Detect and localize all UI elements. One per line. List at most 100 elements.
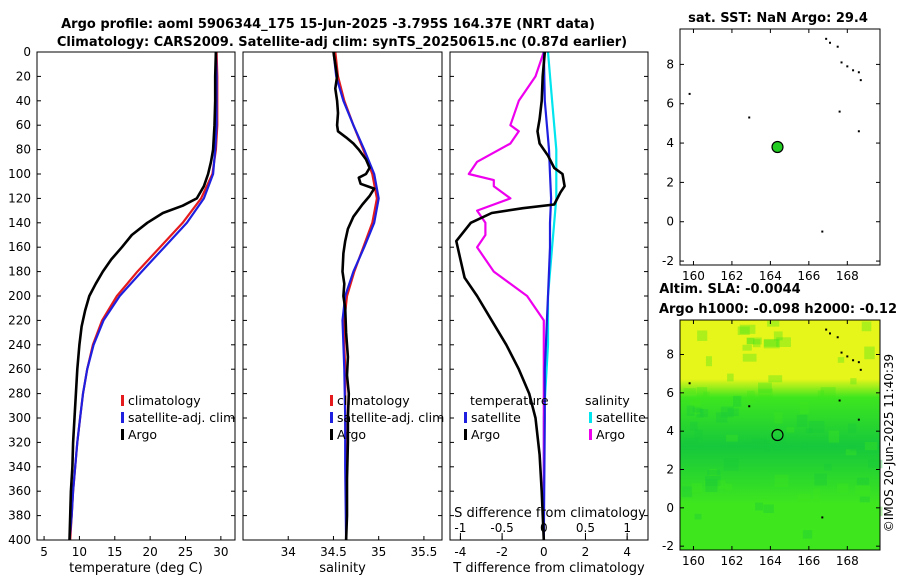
sla-land-point: [838, 399, 841, 402]
sla-texture-cell: [712, 536, 723, 544]
sal-legend-satellite-swatch: [330, 412, 333, 423]
sla-land-point: [825, 328, 828, 331]
temp-xtick-label: 5: [40, 545, 48, 559]
temp-legend-satellite-swatch: [121, 412, 124, 423]
temp-ytick-label: 40: [16, 94, 31, 108]
temp-legend-argo-swatch: [121, 429, 124, 440]
diff-s-series-s-argo: [467, 52, 545, 540]
sla-texture-cell: [755, 502, 763, 511]
sst-map-panel: sat. SST: NaN Argo: 29.4 160 162 164 166 168 -…: [662, 11, 881, 283]
sla-texture-cell: [817, 390, 825, 400]
sla-texture-cell: [813, 488, 820, 502]
sla-texture-cell: [774, 474, 789, 487]
temp-ytick-label: 260: [8, 362, 31, 376]
temp-xtick-label: 15: [107, 545, 122, 559]
sst-ytick-label: 4: [666, 136, 674, 150]
temp-xtick-label: 25: [178, 545, 193, 559]
diff-legend-s-argo-swatch: [589, 429, 592, 440]
sla-texture-cell: [696, 387, 708, 398]
sla-field: [680, 320, 880, 550]
sal-xtick-label: 34: [281, 545, 296, 559]
sla-texture-cell: [836, 483, 849, 493]
sal-legend-climatology-label: climatology: [337, 393, 410, 408]
sla-texture-cell: [747, 390, 755, 403]
sla-texture-cell: [751, 438, 767, 449]
sst-ytick-label: 8: [666, 57, 674, 71]
diff-xtick-label: 2: [582, 545, 590, 559]
sla-texture-cell: [696, 408, 704, 418]
temp-ytick-label: 120: [8, 191, 31, 205]
sst-land-point: [852, 69, 855, 72]
sla-texture-cell: [742, 344, 752, 351]
sst-argo-marker: [771, 140, 784, 154]
sla-texture-cell: [681, 486, 693, 498]
sst-ytick-label: 0: [666, 215, 674, 229]
sla-texture-cell: [702, 517, 716, 527]
temp-ytick-label: 240: [8, 338, 31, 352]
sla-land-point: [857, 418, 860, 421]
temp-ytick-label: 20: [16, 69, 31, 83]
temp-xtick-label: 20: [143, 545, 158, 559]
sal-legend-argo-label: Argo: [337, 427, 366, 442]
diff-legend-t-argo-swatch: [464, 429, 467, 440]
figure-title-line2: Climatology: CARS2009. Satellite-adj cli…: [57, 35, 627, 50]
diff-xlabel-top: S difference from climatology: [454, 506, 646, 521]
temp-ytick-label: 280: [8, 387, 31, 401]
sal-series-argo: [332, 52, 376, 540]
diff-xtick-top-label: 0.5: [576, 521, 595, 535]
temp-ytick-label: 160: [8, 240, 31, 254]
sla-texture-cell: [864, 442, 878, 451]
sla-texture-cell: [801, 441, 808, 450]
sal-series-climatology: [334, 52, 378, 540]
diff-xtick-top-label: 1: [623, 521, 631, 535]
sla-texture-cell: [799, 401, 809, 415]
sla-texture-cell: [727, 373, 734, 382]
temp-ytick-label: 300: [8, 411, 31, 425]
temp-ytick-label: 100: [8, 167, 31, 181]
diff-legend-s-argo-label: Argo: [596, 427, 625, 442]
sla-texture-cell: [726, 434, 738, 442]
diff-series-t-satellite: [542, 52, 553, 540]
sla-texture-cell: [723, 458, 739, 471]
sla-texture-cell: [720, 406, 734, 418]
sal-xtick-label: 35: [371, 545, 386, 559]
copyright-timestamp: ©IMOS 20-Jun-2025 11:40:39: [882, 354, 896, 532]
sla-texture-cell: [691, 483, 703, 493]
temperature-profile-panel: 5 10 15 20 25 3002040608010012014016018020022…: [8, 45, 236, 576]
sst-xtick-label: 164: [759, 269, 782, 283]
sla-texture-cell: [845, 449, 857, 456]
sla-xtick-label: 162: [720, 554, 743, 568]
sst-ytick-label: 6: [666, 97, 674, 111]
sla-xtick-label: 166: [797, 554, 820, 568]
sla-texture-cell: [768, 375, 783, 383]
sst-land-point: [825, 37, 828, 40]
sst-land-point: [836, 45, 839, 48]
sla-texture-cell: [802, 530, 813, 539]
sla-texture-cell: [837, 357, 845, 363]
sla-texture-cell: [705, 479, 718, 492]
sla-argo-marker: [771, 428, 784, 442]
sla-texture-cell: [715, 412, 728, 423]
sla-texture-cell: [724, 483, 733, 491]
sla-ytick-label: 6: [666, 386, 674, 400]
diff-legend-t-satellite-label: satellite: [471, 410, 521, 425]
diff-xtick-label: -4: [454, 545, 466, 559]
sst-axes-frame: [679, 28, 881, 266]
sal-legend-argo-swatch: [330, 429, 333, 440]
temp-ytick-label: 220: [8, 313, 31, 327]
sla-texture-cell: [745, 535, 761, 545]
sst-land-point: [838, 110, 841, 113]
diff-xtick-top-label: -1: [454, 521, 466, 535]
temp-series-satellite-adj-clim: [68, 52, 218, 540]
diff-xtick-top-label: -0.5: [490, 521, 513, 535]
temp-ytick-label: 360: [8, 484, 31, 498]
temp-ytick-label: 60: [16, 118, 31, 132]
sla-texture-cell: [763, 339, 780, 349]
sst-land-point: [840, 61, 843, 64]
sst-ytick-label: -2: [662, 254, 674, 268]
temp-ytick-label: 340: [8, 460, 31, 474]
sla-texture-cell: [797, 493, 811, 502]
sla-texture-cell: [689, 401, 701, 415]
diff-legend-title-temperature: temperature: [470, 393, 549, 408]
diff-xtick-top-label: 0: [540, 521, 548, 535]
